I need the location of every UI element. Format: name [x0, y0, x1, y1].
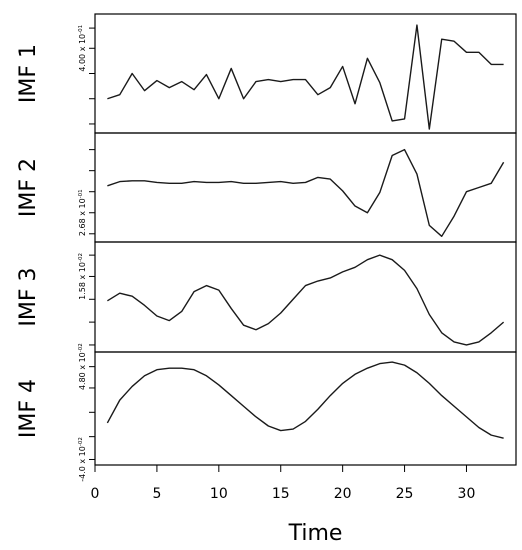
panel-2-ytick-label-2: 2.68 x 10-01: [78, 189, 87, 236]
panel-4-ytick-label-1: -4.0 x 10-02: [78, 437, 87, 482]
imf-1-line: [107, 24, 504, 130]
panel-frame-4: [94, 351, 517, 466]
panel-frame-1: [94, 13, 517, 134]
x-tick-label-20: 20: [334, 486, 352, 502]
panel-3-ytick-label-4: 1.58 x 10-02: [78, 253, 87, 300]
x-tick-label-30: 30: [458, 486, 476, 502]
x-tick-label-15: 15: [272, 486, 290, 502]
panel-label-1: IMF 1: [16, 44, 41, 103]
x-axis-title: Time: [288, 521, 343, 546]
panel-label-4: IMF 4: [16, 379, 41, 438]
x-tick-label-25: 25: [396, 486, 414, 502]
x-tick-label-0: 0: [91, 486, 100, 502]
panel-4-ytick-label-5: 4.80 x 10-02: [78, 343, 87, 390]
imf-4-line: [106, 361, 504, 439]
panel-label-2: IMF 2: [16, 158, 41, 217]
imf-2-line: [107, 148, 505, 238]
x-tick-label-10: 10: [210, 486, 228, 502]
panel-frame-2: [94, 132, 517, 243]
x-tick-label-5: 5: [152, 486, 161, 502]
panel-label-3: IMF 3: [16, 267, 41, 326]
panel-1-ytick-label-4: 4.00 x 10-01: [78, 25, 87, 72]
imf-3-line: [107, 254, 505, 346]
panel-frame-3: [94, 241, 517, 353]
